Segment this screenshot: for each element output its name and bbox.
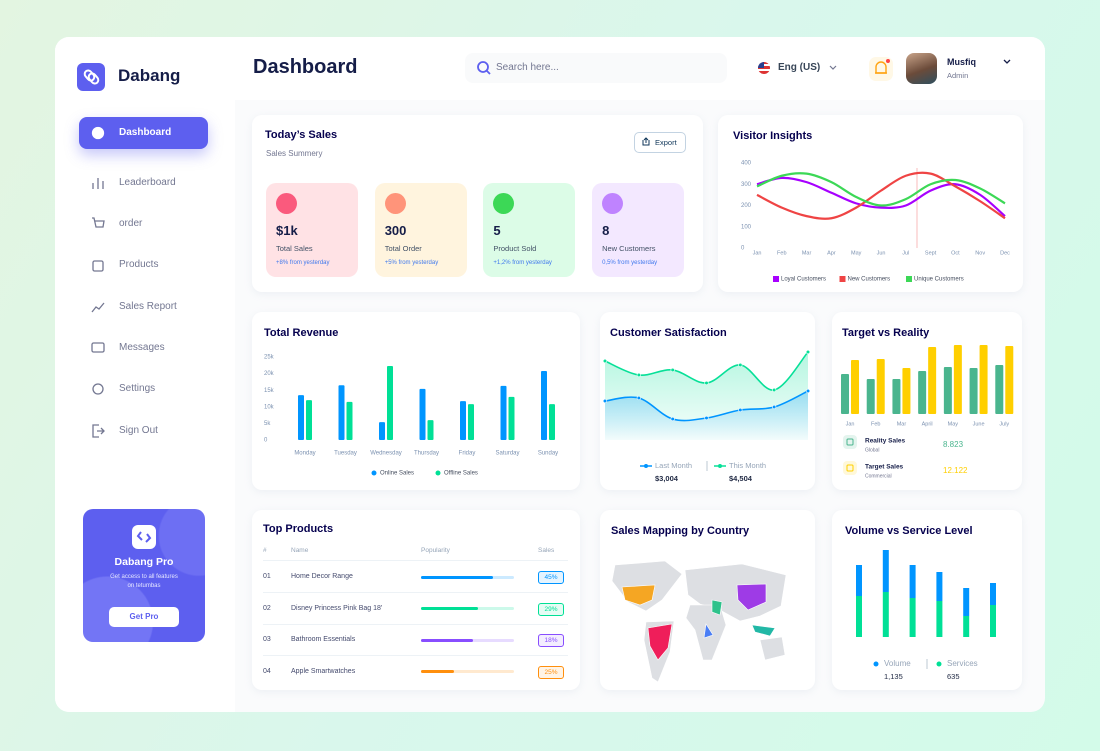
total-revenue-panel — [252, 312, 580, 490]
customer-satisfaction-panel — [600, 312, 815, 490]
card-icon — [276, 193, 297, 214]
row-rank: 03 — [263, 636, 271, 644]
row-rank: 04 — [263, 667, 271, 675]
popularity-bar — [421, 670, 454, 674]
nav-item[interactable]: Messages — [79, 332, 208, 364]
nav-item[interactable]: Leaderboard — [79, 167, 208, 199]
table-divider — [263, 560, 568, 561]
language-selector[interactable]: Eng (US) — [756, 58, 840, 78]
todays-sales-title: Today’s Sales — [265, 129, 338, 141]
top-products-title: Top Products — [263, 523, 334, 535]
export-label: Export — [655, 138, 677, 147]
card-value: 8 — [602, 223, 610, 238]
card-change: +8% from yesterday — [276, 260, 330, 266]
card-label: Product Sold — [493, 244, 537, 253]
visitor-insights-panel — [718, 115, 1023, 292]
nav-label: Products — [119, 259, 159, 270]
sales-mapping-panel — [600, 510, 815, 690]
table-divider — [263, 623, 568, 625]
nav-label: order — [119, 218, 143, 229]
sales-card: $1k Total Sales +8% from yesterday — [266, 183, 358, 277]
row-name: Disney Princess Pink Bag 18' — [291, 604, 383, 612]
language-label: Eng (US) — [778, 62, 821, 73]
page-title: Dashboard — [253, 56, 358, 78]
nav-label: Messages — [119, 342, 165, 353]
popularity-track — [421, 670, 514, 674]
user-role: Admin — [947, 71, 969, 80]
sales-badge: 25% — [538, 665, 564, 679]
brand-name: Dabang — [118, 66, 181, 85]
popularity-bar — [421, 607, 478, 611]
export-button[interactable]: Export — [634, 132, 686, 153]
card-label: Total Sales — [276, 244, 313, 253]
table-header: Name — [291, 547, 309, 554]
search-placeholder: Search here... — [496, 62, 559, 73]
nav-label: Leaderboard — [119, 177, 176, 188]
volume-service-panel — [832, 510, 1022, 690]
promo-title: Dabang Pro — [114, 556, 174, 568]
sales-label: 18% — [544, 637, 558, 645]
card-label: Total Order — [384, 244, 422, 253]
row-name: Bathroom Essentials — [291, 636, 356, 644]
nav-item-active[interactable]: Dashboard — [79, 117, 208, 149]
todays-sales-subtitle: Sales Summery — [266, 149, 323, 158]
sales-label: 45% — [544, 574, 558, 581]
card-change: +1,2% from yesterday — [493, 260, 552, 266]
row-name: Apple Smartwatches — [291, 667, 356, 675]
sales-card: 8 New Customers 0,5% from yesterday — [592, 183, 685, 277]
promo-button-label: Get Pro — [129, 612, 159, 621]
card-label: New Customers — [602, 244, 656, 253]
sales-label: 29% — [544, 605, 558, 613]
sales-card: 300 Total Order +5% from yesterday — [374, 183, 467, 277]
search-box[interactable]: Search here... — [465, 53, 727, 83]
target-vs-reality-panel — [832, 312, 1022, 490]
nav-label: Dashboard — [119, 127, 172, 138]
card-value: 5 — [493, 223, 501, 238]
promo-card: Dabang Pro Get access to all features on… — [83, 509, 205, 642]
nav-item[interactable]: Sales Report — [79, 291, 208, 323]
promo-button[interactable]: Get Pro — [109, 607, 179, 627]
sales-badge: 18% — [538, 634, 564, 648]
row-rank: 01 — [263, 573, 271, 580]
user-name: Musfiq — [947, 57, 976, 67]
row-rank: 02 — [263, 604, 271, 612]
popularity-bar — [421, 638, 474, 642]
sales-mapping-title: Sales Mapping by Country — [611, 525, 750, 537]
nav-item[interactable]: Products — [79, 249, 208, 281]
table-header: Sales — [538, 547, 555, 554]
card-icon — [602, 193, 624, 214]
card-icon — [384, 193, 406, 214]
card-value: 300 — [384, 223, 407, 238]
table-header: # — [263, 547, 267, 554]
card-change: +5% from yesterday — [384, 260, 439, 266]
table-divider — [263, 592, 568, 593]
sales-badge: 29% — [538, 602, 564, 616]
card-change: 0,5% from yesterday — [602, 260, 658, 266]
promo-icon — [132, 525, 156, 549]
nav-label: Settings — [119, 383, 156, 394]
promo-text: Get access to all features on tetumbas — [110, 574, 178, 589]
card-value: $1k — [276, 223, 298, 238]
nav-label: Sales Report — [119, 301, 177, 312]
logo-icon — [77, 63, 105, 91]
card-icon — [493, 193, 515, 214]
table-header: Popularity — [421, 547, 450, 554]
row-name: Home Decor Range — [291, 573, 353, 580]
sales-label: 25% — [544, 668, 558, 676]
nav-label: Sign Out — [119, 425, 158, 436]
nav-item[interactable]: Settings — [79, 373, 208, 405]
sales-badge: 45% — [538, 571, 564, 584]
sales-card: 5 Product Sold +1,2% from yesterday — [483, 183, 576, 277]
avatar — [906, 53, 937, 84]
nav-item[interactable]: order — [79, 208, 208, 240]
user-menu-button[interactable] — [1000, 55, 1014, 69]
nav-item[interactable]: Sign Out — [79, 415, 208, 447]
popularity-bar — [421, 575, 493, 579]
table-divider — [263, 655, 568, 657]
top-products-panel — [252, 510, 580, 690]
notification-button[interactable] — [869, 57, 893, 81]
